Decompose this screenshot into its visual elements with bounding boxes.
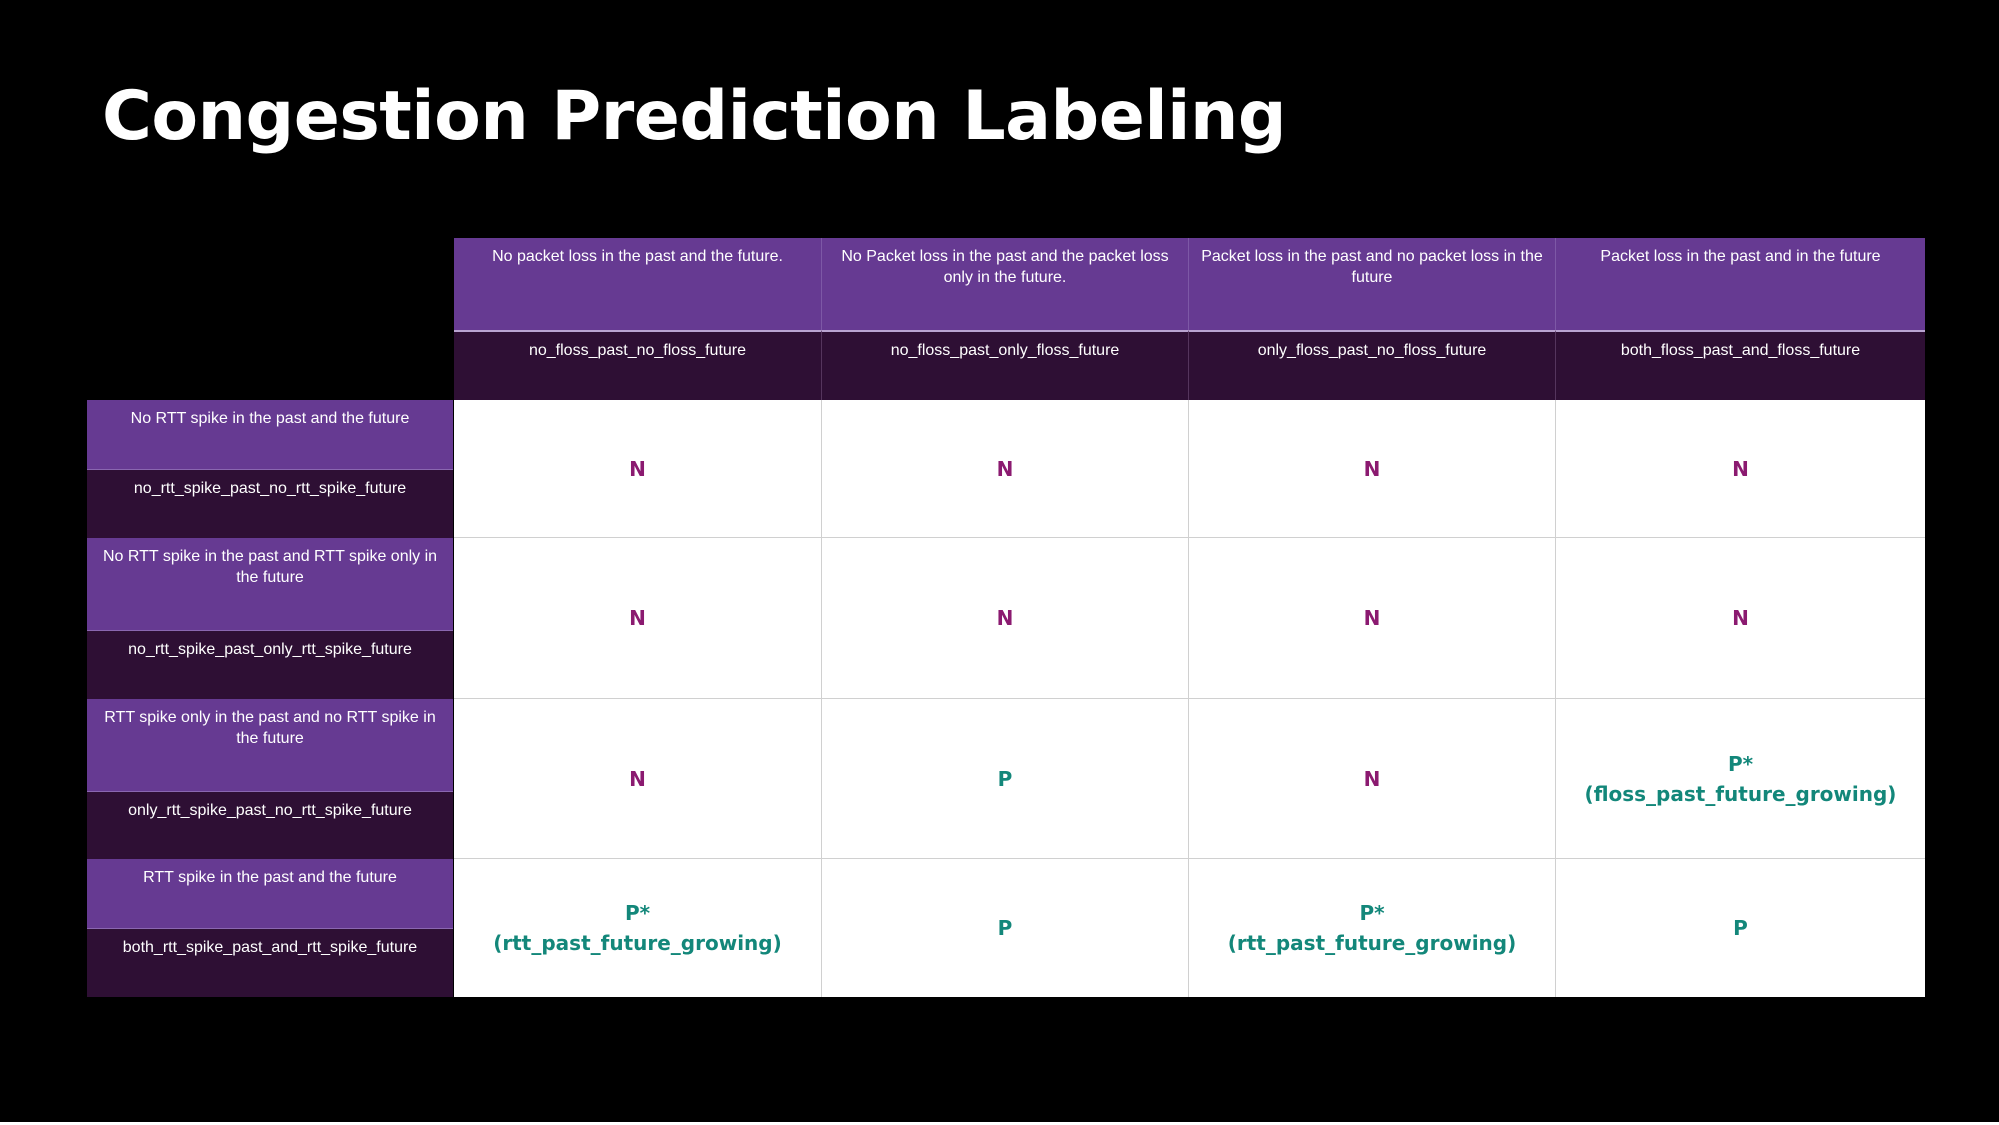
row-key: both_rtt_spike_past_and_rtt_spike_future <box>87 929 453 997</box>
cell-label: N <box>629 766 646 791</box>
cell-label: P* <box>1727 751 1754 776</box>
cell-label: N <box>1732 606 1749 630</box>
cell-note: (floss_past_future_growing) <box>1584 781 1897 806</box>
row-key: no_rtt_spike_past_only_rtt_spike_future <box>87 631 453 699</box>
table-cell: P <box>822 699 1189 859</box>
cell-label: N <box>1363 766 1381 791</box>
table-cell: N <box>454 699 822 859</box>
table-cell: P* (rtt_past_future_growing) <box>454 859 822 997</box>
cell-label: N <box>1363 456 1381 481</box>
table-cell: N <box>1556 400 1925 538</box>
row-description: No RTT spike in the past and RTT spike o… <box>87 538 453 631</box>
cell-label: P <box>997 916 1013 940</box>
slide-title: Congestion Prediction Labeling <box>102 77 1287 156</box>
table-cell: P <box>822 859 1189 997</box>
column-description: No Packet loss in the past and the packe… <box>822 238 1189 330</box>
cell-label: P <box>997 766 1013 791</box>
table-cell: N <box>454 538 822 699</box>
row-description: RTT spike in the past and the future <box>87 859 453 929</box>
column-description: Packet loss in the past and no packet lo… <box>1189 238 1556 330</box>
table-cell: N <box>1189 400 1556 538</box>
cell-label: N <box>629 606 646 630</box>
table-cell: P <box>1556 859 1925 997</box>
column-description: No packet loss in the past and the futur… <box>454 238 822 330</box>
cell-label: N <box>996 606 1014 630</box>
column-key: no_floss_past_no_floss_future <box>454 330 822 400</box>
row-key: only_rtt_spike_past_no_rtt_spike_future <box>87 792 453 859</box>
table-cell: N <box>822 400 1189 538</box>
row-description: No RTT spike in the past and the future <box>87 400 453 470</box>
cell-label: N <box>1363 606 1381 630</box>
table-cell: P* (rtt_past_future_growing) <box>1189 859 1556 997</box>
column-key: both_floss_past_and_floss_future <box>1556 330 1925 400</box>
cell-label: P* <box>1359 901 1385 925</box>
cell-label: N <box>629 456 646 481</box>
table-cell: N <box>822 538 1189 699</box>
column-key: only_floss_past_no_floss_future <box>1189 330 1556 400</box>
table-cell: N <box>1189 538 1556 699</box>
bottom-edge-strip <box>0 1122 1999 1125</box>
cell-label: P <box>1733 916 1748 940</box>
row-key: no_rtt_spike_past_no_rtt_spike_future <box>87 470 453 538</box>
cell-label: P* <box>624 901 651 925</box>
table-cell: N <box>1556 538 1925 699</box>
table-cell: N <box>1189 699 1556 859</box>
cell-label: N <box>996 456 1014 481</box>
cell-label: N <box>1732 456 1749 481</box>
column-description: Packet loss in the past and in the futur… <box>1556 238 1925 330</box>
column-key: no_floss_past_only_floss_future <box>822 330 1189 400</box>
table-cell: N <box>454 400 822 538</box>
row-description: RTT spike only in the past and no RTT sp… <box>87 699 453 792</box>
cell-note: (rtt_past_future_growing) <box>1227 931 1517 955</box>
table-cell: P* (floss_past_future_growing) <box>1556 699 1925 859</box>
cell-note: (rtt_past_future_growing) <box>493 931 782 955</box>
